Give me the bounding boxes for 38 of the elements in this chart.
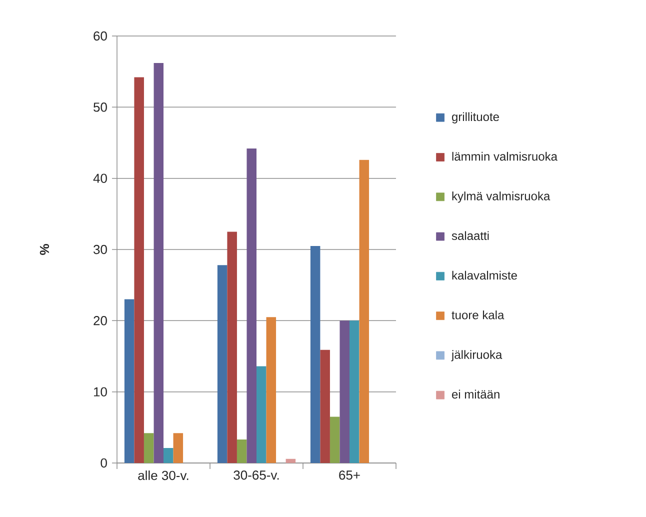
y-tick-label: 50 (94, 102, 107, 112)
legend-label: salaatti (452, 231, 489, 240)
bar (310, 246, 320, 463)
y-tick-label: 40 (93, 174, 107, 183)
bar (154, 63, 164, 463)
x-tick-label: 30-65-v. (234, 470, 279, 480)
y-tick-label: 10 (94, 387, 107, 396)
bar (173, 433, 184, 463)
y-tick-label: 30 (94, 244, 107, 254)
bar (144, 433, 154, 463)
bar (124, 299, 134, 463)
legend-label: tuore kala (452, 310, 504, 320)
legend-label: kylmä valmisruoka (452, 192, 550, 203)
legend-label: jälkiruoka (451, 350, 502, 362)
legend-label: lämmin valmisruoka (452, 152, 558, 161)
y-tick-label: 0 (100, 458, 107, 468)
bar (217, 265, 228, 463)
bar (246, 148, 256, 463)
legend-label: kalavalmiste (452, 270, 517, 280)
legend-label: grillituote (452, 112, 499, 124)
bar (266, 317, 276, 463)
bar (256, 366, 266, 463)
bar (350, 320, 360, 463)
y-tick-label: 60 (94, 31, 107, 41)
bar (359, 160, 370, 463)
x-tick-label: alle 30-v. (138, 470, 188, 480)
bar (236, 440, 247, 463)
bar (134, 77, 144, 463)
y-axis-title: % (40, 244, 50, 255)
bar (286, 458, 296, 463)
bar (320, 350, 330, 463)
x-tick-label: 65+ (339, 470, 360, 480)
bar (340, 320, 350, 463)
legend-label: ei mitään (452, 390, 500, 399)
bar (330, 416, 340, 463)
y-tick-label: 20 (94, 316, 107, 326)
bar (164, 448, 174, 463)
bar (227, 232, 237, 463)
